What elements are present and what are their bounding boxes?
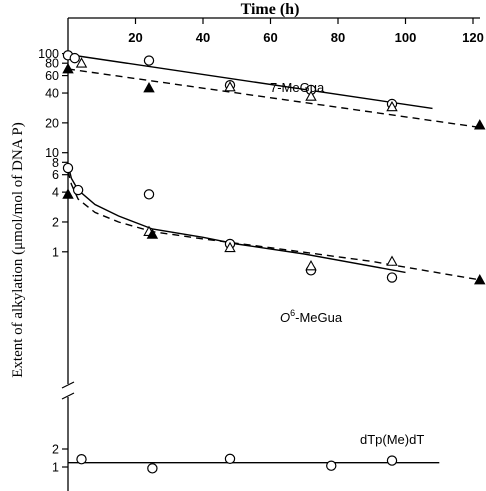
point-7-megua-open-triangle-0 xyxy=(75,57,88,68)
point-dtp-me-dt-open-circle-1 xyxy=(147,463,158,474)
x-axis-title: Time (h) xyxy=(241,1,300,18)
point-7-megua-open-triangle-1 xyxy=(224,81,236,92)
y-tick-label-60: 60 xyxy=(45,69,59,83)
y-tick-label-4: 4 xyxy=(52,186,59,200)
fit-lines xyxy=(67,53,480,464)
axis-break-marker xyxy=(61,381,75,400)
series-label-dtp-me-dt: dTp(Me)dT xyxy=(360,432,424,447)
point-o6-megua-open-triangle-3 xyxy=(386,255,398,266)
y-tick-label-20: 20 xyxy=(45,116,59,130)
point-7-megua-filled-triangle-1 xyxy=(143,82,155,93)
fit-line-7-megua-solid xyxy=(67,53,433,110)
series-label-o6-superscript: 6 xyxy=(290,308,295,318)
point-dtp-me-dt-open-circle-3 xyxy=(326,460,337,471)
point-dtp-me-dt-open-circle-4 xyxy=(386,455,398,466)
x-tick-label-40: 40 xyxy=(196,30,210,45)
series-label-o6-megua: O6-MeGua xyxy=(280,308,343,325)
x-tick-label-120: 120 xyxy=(462,30,484,45)
point-o6-megua-filled-triangle-0 xyxy=(62,188,74,199)
point-o6-megua-open-circle-5 xyxy=(386,272,398,283)
x-tick-label-60: 60 xyxy=(263,30,277,45)
point-o6-megua-filled-triangle-2 xyxy=(474,274,486,285)
y-axis-title: Extent of alkylation (μmol/mol of DNA P) xyxy=(10,122,26,378)
y-tick-label-1: 1 xyxy=(52,245,59,259)
y-tick-label-6: 6 xyxy=(52,168,59,182)
x-tick-label-80: 80 xyxy=(331,30,345,45)
series-label-o6-rest: -MeGua xyxy=(295,310,343,325)
y-tick-label-10: 10 xyxy=(45,146,59,160)
series-label-o6-o: O xyxy=(280,310,290,325)
fit-line-o6-megua-dashed xyxy=(67,171,480,281)
point-7-megua-open-circle-1 xyxy=(69,52,80,64)
y-ticks-lower: 21 xyxy=(52,442,68,475)
y-tick-label-100: 100 xyxy=(38,47,59,61)
point-dtp-me-dt-open-circle-2 xyxy=(224,453,236,465)
point-o6-megua-open-triangle-1 xyxy=(224,241,236,253)
axes xyxy=(61,17,480,491)
y-tick-label-2: 2 xyxy=(52,215,59,229)
point-o6-megua-open-circle-0 xyxy=(62,162,74,174)
fit-line-o6-megua-solid xyxy=(67,164,406,274)
y-tick-label-8: 8 xyxy=(52,156,59,170)
point-o6-megua-open-circle-2 xyxy=(143,189,155,200)
series-label-7-megua: 7-MeGua xyxy=(270,80,325,95)
data-markers xyxy=(62,50,486,474)
point-7-megua-open-triangle-3 xyxy=(386,100,398,112)
point-7-megua-open-circle-2 xyxy=(143,55,155,66)
point-o6-megua-open-triangle-2 xyxy=(305,260,317,271)
point-7-megua-filled-triangle-2 xyxy=(474,119,486,130)
y-tick-label-lower-1: 1 xyxy=(52,461,59,475)
point-7-megua-filled-triangle-0 xyxy=(62,63,74,74)
x-tick-label-100: 100 xyxy=(395,30,417,45)
y-tick-label-80: 80 xyxy=(45,57,59,71)
point-o6-megua-open-circle-1 xyxy=(72,184,84,196)
fit-line-7-megua-dashed xyxy=(67,68,480,129)
point-7-megua-open-triangle-2 xyxy=(305,90,317,101)
y-tick-label-lower-2: 2 xyxy=(52,442,59,456)
point-dtp-me-dt-open-circle-0 xyxy=(76,454,87,465)
point-o6-megua-filled-triangle-1 xyxy=(146,228,159,239)
x-tick-label-20: 20 xyxy=(128,30,142,45)
y-tick-label-40: 40 xyxy=(45,87,59,101)
x-ticks: 20 40 60 80 100 120 xyxy=(128,18,484,45)
